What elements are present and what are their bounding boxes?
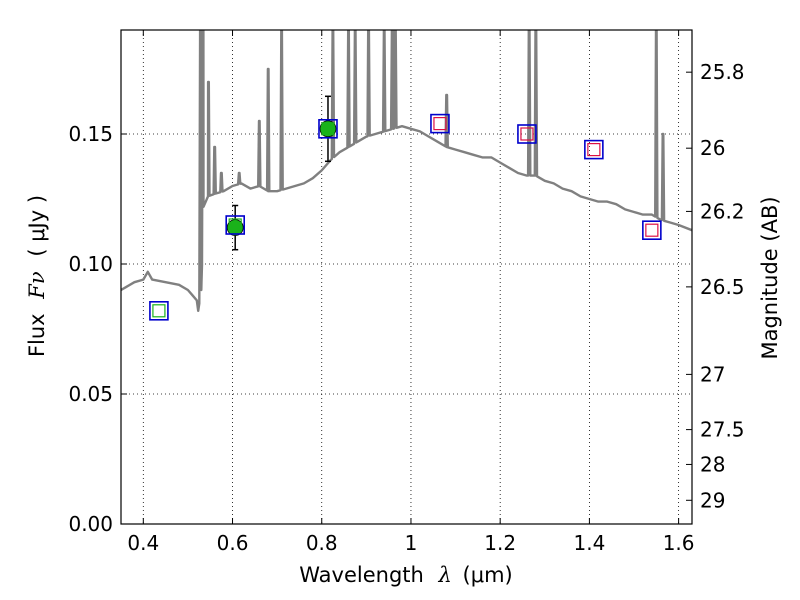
- model-square-inner-1-0: [152, 304, 166, 318]
- axis-ticks: 0.4 0.6 0.8 1 1.2 1.4 1.6 0.00 0.05 0.10 0.15 25.8 2…: [68, 30, 745, 555]
- y-tick-label-3: 0.15: [68, 122, 113, 146]
- mag-tick-label-0: 25.8: [700, 60, 745, 84]
- model-square-outer-1-1: [225, 215, 245, 235]
- photometry-point-0: [226, 219, 244, 237]
- plot-frame: [120, 29, 693, 525]
- mag-tick-label-6: 28: [700, 452, 725, 476]
- mag-tick-label-4: 27: [700, 362, 725, 386]
- data-markers: [149, 95, 662, 321]
- model-square-inner-2-1: [520, 127, 534, 141]
- x-tick-label-5: 1.4: [573, 531, 605, 555]
- model-square-inner-2-3: [645, 223, 659, 237]
- y-tick-label-2: 0.10: [68, 252, 113, 276]
- y-axis-label-prefix: Flux: [25, 313, 49, 357]
- mag-tick-label-2: 26.2: [700, 199, 745, 223]
- mag-tick-label-3: 26.5: [700, 275, 745, 299]
- x-tick-label-6: 1.6: [663, 531, 695, 555]
- grid-lines: [121, 30, 692, 524]
- x-tick-label-1: 0.6: [217, 531, 249, 555]
- x-tick-label-4: 1.2: [484, 531, 516, 555]
- y-axis-label-symbol: Fν: [25, 271, 49, 300]
- y2-axis-label: Magnitude (AB): [758, 196, 782, 359]
- model-spectrum: [121, 30, 692, 312]
- x-tick-label-3: 1: [405, 531, 418, 555]
- mag-tick-label-1: 26: [700, 136, 725, 160]
- x-tick-label-0: 0.4: [127, 531, 159, 555]
- model-square-outer-2-0: [430, 113, 450, 134]
- model-square-outer-2-2: [584, 139, 604, 160]
- y-axis-label-unit: ( μJy ): [25, 195, 49, 257]
- model-square-outer-1-2: [318, 119, 338, 139]
- y-axis-label: Flux Fν ( μJy ): [25, 195, 49, 357]
- model-square-inner-1-2: [321, 122, 335, 136]
- model-square-inner-1-1: [228, 218, 242, 232]
- x-axis-label-prefix: Wavelength: [299, 563, 424, 587]
- photometry-point-1: [319, 120, 337, 138]
- mag-tick-label-7: 29: [700, 488, 725, 512]
- model-square-inner-2-0: [433, 116, 447, 131]
- y-tick-label-1: 0.05: [68, 382, 113, 406]
- x-axis-label-unit: (μm): [463, 563, 513, 587]
- mag-tick-label-5: 27.5: [700, 418, 745, 442]
- x-axis-label: Wavelength λ (μm): [299, 563, 512, 587]
- model-square-outer-2-1: [517, 124, 537, 144]
- y-tick-label-0: 0.00: [68, 512, 113, 536]
- model-square-outer-2-3: [642, 220, 662, 240]
- model-spectrum-line: [121, 30, 692, 312]
- x-axis-label-symbol: λ: [438, 563, 452, 587]
- model-square-inner-2-2: [587, 143, 601, 157]
- x-tick-label-2: 0.8: [306, 531, 338, 555]
- model-square-outer-1-0: [149, 300, 169, 321]
